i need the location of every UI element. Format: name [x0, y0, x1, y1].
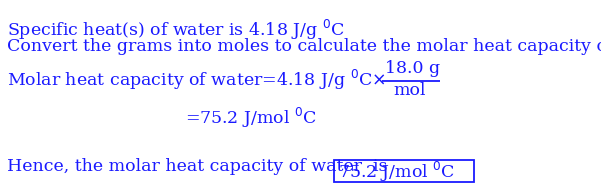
Text: Molar heat capacity of water=4.18 J/g $^{0}$C$\times$: Molar heat capacity of water=4.18 J/g $^…	[7, 68, 386, 92]
Text: Hence, the molar heat capacity of water  is: Hence, the molar heat capacity of water …	[7, 158, 388, 175]
Text: 75.2 J/mol $^{0}$C: 75.2 J/mol $^{0}$C	[338, 160, 455, 184]
Text: mol: mol	[393, 82, 426, 99]
Text: 18.0 g: 18.0 g	[385, 60, 440, 77]
Bar	[334, 160, 474, 182]
Text: =75.2 J/mol $^{0}$C: =75.2 J/mol $^{0}$C	[185, 106, 317, 130]
Text: Specific heat(s) of water is 4.18 J/g $^{0}$C: Specific heat(s) of water is 4.18 J/g $^…	[7, 18, 345, 42]
Text: Convert the grams into moles to calculate the molar heat capacity of water.: Convert the grams into moles to calculat…	[7, 38, 601, 55]
